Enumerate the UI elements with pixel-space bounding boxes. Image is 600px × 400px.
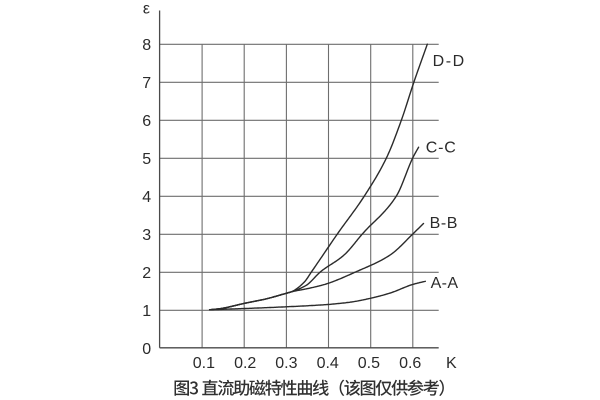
svg-text:B-B: B-B [430,215,458,232]
svg-text:D-D: D-D [433,53,466,70]
svg-text:A-A: A-A [431,275,459,292]
svg-text:0: 0 [142,341,151,358]
svg-text:4: 4 [142,189,151,206]
svg-text:6: 6 [142,113,151,130]
svg-text:5: 5 [142,151,151,168]
svg-text:3: 3 [142,227,151,244]
svg-text:7: 7 [142,75,151,92]
svg-text:0.5: 0.5 [358,355,380,372]
svg-text:0.2: 0.2 [234,355,256,372]
svg-text:K: K [446,355,457,372]
svg-text:C-C: C-C [426,140,457,157]
svg-text:8: 8 [142,37,151,54]
svg-text:0.3: 0.3 [275,355,297,372]
svg-text:0.1: 0.1 [193,355,215,372]
svg-text:ε: ε [143,1,150,18]
svg-text:0.4: 0.4 [317,355,339,372]
svg-text:0.6: 0.6 [399,355,421,372]
svg-text:2: 2 [142,265,151,282]
svg-text:1: 1 [142,303,151,320]
